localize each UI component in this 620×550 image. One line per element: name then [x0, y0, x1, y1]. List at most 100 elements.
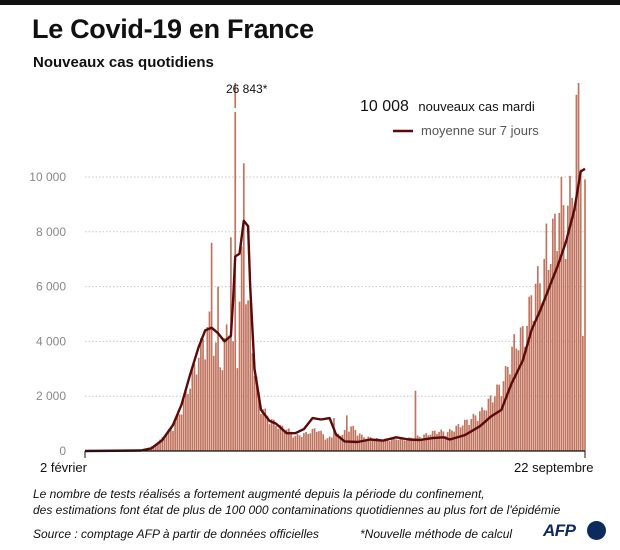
bar	[195, 374, 198, 451]
bar	[584, 179, 586, 451]
bar	[582, 335, 584, 451]
bar	[154, 445, 157, 451]
bar	[373, 439, 376, 451]
bar	[230, 237, 232, 451]
bar	[324, 439, 327, 451]
bar	[573, 213, 576, 451]
bar	[292, 437, 294, 451]
bar	[217, 286, 219, 451]
bar	[290, 431, 292, 451]
bar	[260, 414, 262, 451]
bar	[536, 266, 539, 451]
bar	[378, 438, 380, 451]
bar	[483, 410, 485, 451]
bar	[245, 304, 247, 451]
bar	[442, 431, 445, 451]
bar	[193, 363, 196, 451]
bar	[517, 350, 520, 451]
bar	[494, 396, 496, 451]
bar	[491, 402, 494, 451]
bar	[311, 428, 314, 451]
bar	[391, 438, 393, 451]
bar	[335, 434, 337, 451]
bar	[187, 394, 189, 451]
bar	[519, 327, 522, 451]
daily-cases-bars	[86, 83, 586, 452]
bar	[309, 433, 312, 451]
bar	[414, 390, 417, 451]
method-note: *Nouvelle méthode de calcul	[360, 527, 513, 541]
bar	[354, 429, 357, 451]
bar	[333, 418, 335, 451]
bar	[236, 368, 239, 451]
bar	[418, 436, 421, 451]
bar	[253, 375, 256, 451]
bar	[530, 295, 533, 451]
bar	[571, 197, 573, 451]
peak-label: 26 843*	[226, 82, 268, 96]
bar	[223, 338, 226, 451]
y-tick-label: 6 000	[36, 280, 66, 294]
bar	[511, 346, 513, 451]
bar	[575, 94, 578, 452]
bar	[202, 339, 204, 451]
bar	[371, 439, 374, 451]
bar	[569, 175, 571, 451]
peak-break	[233, 108, 237, 112]
bar	[167, 429, 170, 451]
bar	[401, 438, 404, 451]
bar	[446, 431, 449, 451]
bar	[526, 325, 528, 451]
bar	[504, 366, 507, 451]
x-tick-label-end: 22 septembre	[514, 460, 594, 475]
bar	[380, 441, 382, 451]
bar	[273, 419, 275, 451]
bar	[249, 300, 252, 451]
bar	[440, 429, 443, 451]
bar	[408, 437, 410, 451]
bar	[288, 428, 290, 451]
bar	[554, 213, 556, 451]
bar	[240, 246, 243, 451]
bar	[238, 301, 241, 451]
bar	[215, 342, 217, 451]
bar	[474, 415, 477, 451]
bar	[470, 419, 473, 451]
bar	[345, 415, 348, 451]
bar	[451, 430, 453, 451]
bar	[305, 432, 307, 451]
bar	[176, 414, 179, 451]
y-tick-label: 4 000	[36, 334, 66, 348]
footnote-line-1: Le nombre de tests réalisés a fortement …	[33, 487, 485, 501]
bar	[227, 335, 230, 451]
bar	[341, 434, 344, 451]
bar	[300, 437, 303, 451]
bar	[328, 436, 331, 451]
bar	[159, 439, 161, 451]
bar	[395, 439, 397, 451]
bar	[251, 353, 254, 451]
bar	[498, 384, 500, 451]
bar	[543, 258, 546, 451]
bar	[210, 242, 213, 451]
bar	[339, 435, 342, 451]
bar	[330, 437, 333, 451]
bar	[221, 370, 224, 451]
bar	[506, 366, 509, 451]
bar	[461, 425, 464, 451]
bar	[268, 424, 271, 451]
chart-subtitle: Nouveaux cas quotidiens	[33, 54, 214, 71]
bar	[313, 428, 316, 451]
bar	[197, 357, 200, 451]
bar	[208, 311, 211, 451]
bar	[161, 437, 164, 451]
y-tick-label: 8 000	[36, 225, 66, 239]
bar	[403, 440, 406, 451]
bar	[337, 433, 340, 451]
callout-value: 10 008	[360, 98, 409, 115]
bar	[487, 398, 490, 451]
bar	[360, 434, 363, 451]
bar	[564, 259, 567, 451]
bar	[294, 435, 297, 451]
x-tick-label-start: 2 février	[40, 460, 88, 475]
